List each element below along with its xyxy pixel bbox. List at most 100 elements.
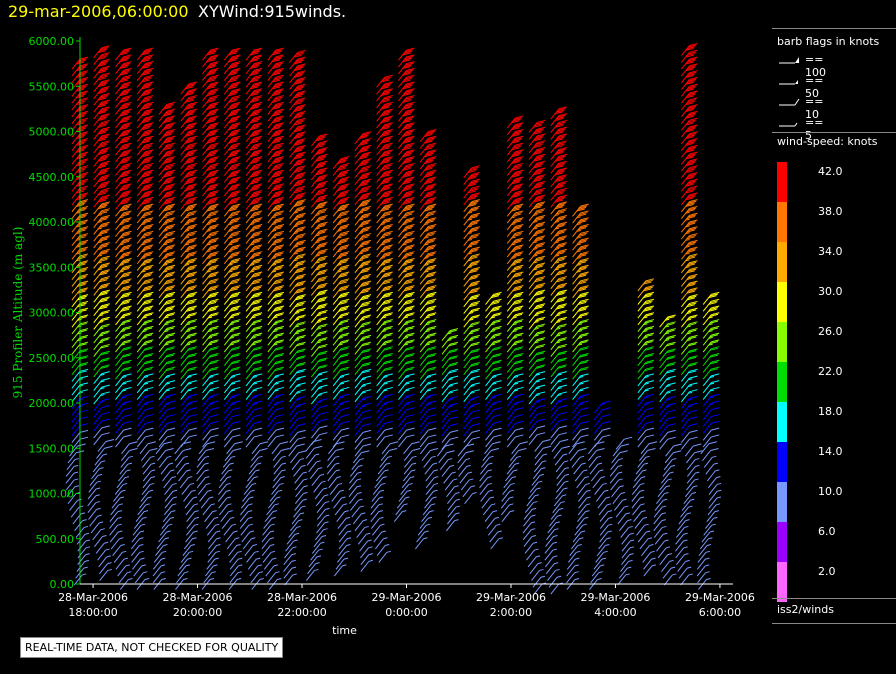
wind-barb-feather: [467, 197, 477, 201]
wind-barb-half-feather: [379, 496, 384, 499]
wind-barb-feather: [362, 300, 372, 304]
wind-barb-feather: [120, 274, 130, 278]
wind-barb: [158, 531, 168, 543]
wind-barb: [485, 321, 494, 333]
wind-profile: [436, 328, 461, 532]
wind-barb-half-feather: [207, 316, 213, 319]
wind-barb-feather: [79, 199, 89, 203]
wind-barb-feather: [424, 208, 433, 212]
wind-barb-feather: [383, 218, 392, 222]
wind-barb-half-feather: [293, 238, 298, 241]
wind-barb: [109, 511, 119, 523]
wind-barb-feather: [315, 199, 324, 203]
wind-barb-half-feather: [250, 270, 255, 273]
wind-barb-feather: [187, 157, 196, 161]
wind-barb-feather: [232, 176, 241, 180]
wind-barb-feather: [513, 334, 523, 338]
wind-barb-half-feather: [76, 232, 81, 235]
wind-barb-feather: [274, 239, 283, 243]
wind-barb: [398, 212, 407, 224]
wind-barb: [71, 194, 81, 206]
wind-barb-feather: [79, 205, 89, 209]
wind-barb: [136, 266, 146, 278]
wind-barb-feather: [426, 150, 436, 154]
wind-barb-feather: [296, 193, 305, 197]
wind-barb-feather: [273, 179, 282, 183]
wind-barb-feather: [122, 123, 131, 127]
wind-barb-half-feather: [511, 257, 516, 260]
wind-barb-half-feather: [226, 489, 231, 492]
wind-barb-half-feather: [429, 510, 434, 513]
wind-barb-feather: [79, 110, 89, 114]
wind-barb-half-feather: [230, 396, 236, 399]
wind-barb-half-feather: [405, 382, 410, 385]
wind-barb-feather: [426, 313, 436, 317]
wind-barb-feather: [297, 334, 306, 338]
wind-barb-feather: [339, 279, 349, 283]
wind-barb-half-feather: [325, 514, 330, 517]
wind-barb-feather: [100, 318, 109, 322]
wind-barb: [142, 456, 151, 468]
wind-barb-half-feather: [162, 550, 167, 553]
wind-barb: [245, 280, 255, 292]
wind-barb-feather: [275, 142, 285, 146]
wind-barb-feather: [79, 76, 89, 80]
wind-barb-feather: [403, 295, 413, 299]
wind-barb: [371, 490, 381, 502]
wind-barb: [223, 90, 233, 102]
wind-barb-feather: [142, 200, 151, 204]
wind-barb-feather: [425, 193, 434, 197]
wind-barb: [71, 92, 81, 104]
wind-barb-feather: [513, 225, 523, 229]
wind-barb: [180, 192, 190, 204]
wind-barb-feather: [141, 201, 150, 205]
wind-barb: [354, 337, 364, 348]
wind-barb-half-feather: [119, 229, 124, 232]
wind-barb-feather: [143, 110, 153, 114]
wind-barb-feather: [380, 133, 389, 137]
wind-barb-feather: [362, 172, 372, 175]
wind-barb-feather: [341, 312, 350, 316]
wind-barb-feather: [297, 233, 306, 237]
wind-barb-feather: [275, 373, 285, 377]
wind-barb: [419, 165, 429, 176]
wind-barb-feather: [405, 110, 414, 114]
wind-barb-feather: [101, 377, 110, 381]
wind-barb-feather: [471, 212, 480, 216]
wind-barb: [419, 423, 429, 434]
wind-barb: [158, 355, 168, 366]
wind-barb: [115, 63, 124, 75]
wind-barb-feather: [183, 448, 192, 451]
wind-barb-half-feather: [227, 476, 232, 479]
wind-barb-feather: [166, 149, 176, 153]
wind-barb: [354, 133, 364, 145]
wind-barb-feather: [188, 353, 197, 356]
wind-barb: [285, 540, 295, 552]
wind-barb-half-feather: [465, 458, 471, 461]
wind-barb-half-feather: [164, 537, 170, 540]
wind-barb-feather: [297, 165, 306, 169]
wind-barb-feather: [316, 184, 325, 188]
wind-barb-feather: [428, 285, 437, 289]
wind-barb: [419, 314, 429, 326]
wind-barb-feather: [471, 341, 480, 345]
wind-barb-feather: [188, 359, 197, 363]
wind-barb-feather: [493, 407, 502, 411]
wind-barb: [506, 409, 516, 421]
wind-barb: [219, 470, 229, 482]
wind-barb: [332, 158, 342, 170]
wind-barb-feather: [275, 366, 285, 370]
wind-barb-feather: [187, 164, 196, 168]
wind-barb-feather: [210, 332, 219, 336]
wind-barb-feather: [382, 281, 391, 285]
wind-barb: [163, 477, 173, 489]
wind-barb-half-feather: [231, 455, 236, 458]
wind-barb: [398, 334, 407, 346]
wind-barb-feather: [405, 327, 414, 331]
wind-barb: [71, 296, 81, 308]
wind-barb-feather: [206, 113, 215, 117]
wind-profile: [152, 101, 178, 590]
wind-barb-feather: [251, 71, 260, 75]
wind-barb-half-feather: [488, 462, 493, 465]
wind-barb-feather: [123, 251, 132, 255]
